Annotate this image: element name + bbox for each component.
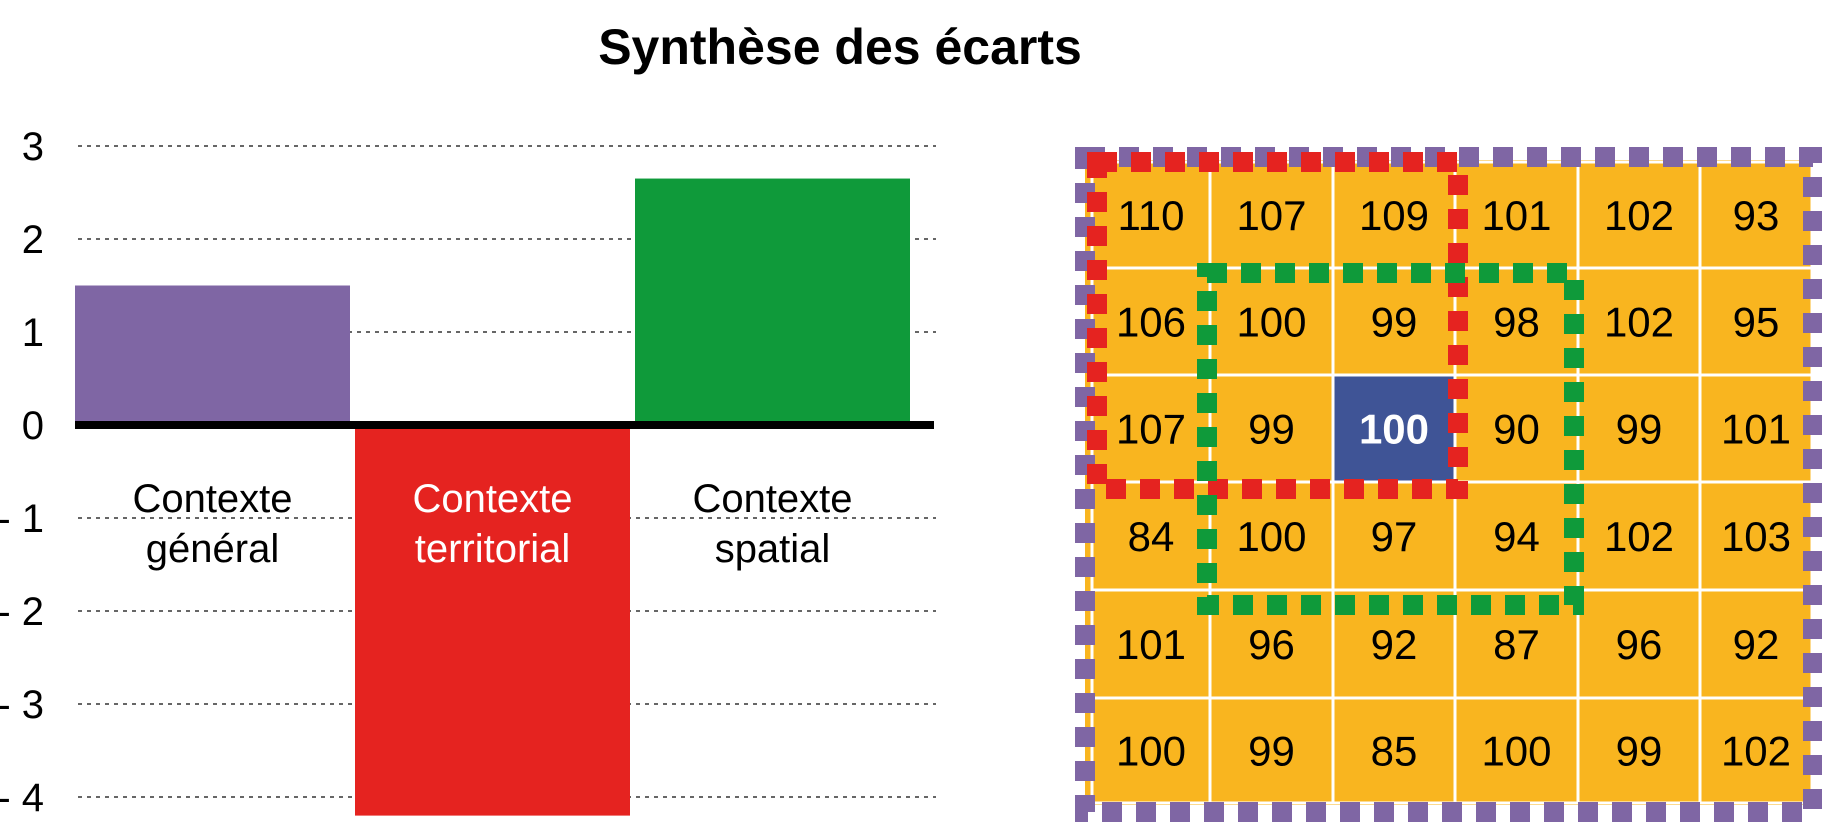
grid-cell-value: 99 <box>1616 728 1663 775</box>
grid-cell <box>1208 696 1335 805</box>
grid-cell <box>1331 696 1457 805</box>
bar-3 <box>635 178 910 425</box>
grid-cell-value: 96 <box>1248 621 1295 668</box>
grid-cell-value: 107 <box>1116 406 1186 453</box>
grid-cell-value: 101 <box>1481 192 1551 239</box>
grid-cell-value: 103 <box>1721 513 1791 560</box>
grid-cell-value: 99 <box>1616 406 1663 453</box>
grid-cell-value: 100 <box>1359 406 1429 453</box>
grid-cell <box>1208 480 1335 592</box>
grid-cell-value: 109 <box>1359 192 1429 239</box>
grid-cell <box>1698 480 1814 592</box>
category-label: Contexte territorial <box>412 477 572 571</box>
grid-cell <box>1090 588 1212 700</box>
category-label: Contexte général <box>132 477 292 571</box>
grid-cell-value: 92 <box>1733 621 1780 668</box>
chart-title: Synthèse des écarts <box>598 19 1082 75</box>
y-tick-label: - 2 <box>0 590 44 634</box>
grid-cell-value: 100 <box>1481 728 1551 775</box>
grid-cell-value: 98 <box>1493 299 1540 346</box>
y-tick-label: - 1 <box>0 497 44 541</box>
grid-cell-value: 102 <box>1604 192 1674 239</box>
grid-cell-value: 107 <box>1236 192 1306 239</box>
grid-cell <box>1331 373 1457 484</box>
y-tick-label: - 3 <box>0 683 44 727</box>
grid-cell <box>1090 266 1212 377</box>
grid-cell-value: 96 <box>1616 621 1663 668</box>
grid-cell-value: 100 <box>1236 513 1306 560</box>
grid-cell-value: 102 <box>1721 728 1791 775</box>
grid-cell-value: 85 <box>1371 728 1418 775</box>
grid-cell <box>1453 480 1580 592</box>
grid-cell-value: 102 <box>1604 513 1674 560</box>
grid-cell <box>1698 160 1814 270</box>
bar-1 <box>75 285 350 425</box>
grid-cell <box>1453 696 1580 805</box>
value-grid: 110 107 109 101 102 93 106 100 99 98 102 95 107 99 100… <box>1075 147 1822 822</box>
bar-chart: 3 2 1 0 - 1 - 2 - 3 - 4 Contexte général Contexte t… <box>0 125 936 820</box>
y-tick-label: 3 <box>22 125 44 169</box>
grid-cell-value: 102 <box>1604 299 1674 346</box>
grid-cell <box>1576 588 1702 700</box>
grid-cell-value: 94 <box>1493 513 1540 560</box>
grid-cell-value: 100 <box>1116 728 1186 775</box>
grid-cell-value: 84 <box>1128 513 1175 560</box>
grid-cell-value: 93 <box>1733 192 1780 239</box>
grid-cell-value: 101 <box>1116 621 1186 668</box>
grid-cell-value: 90 <box>1493 406 1540 453</box>
grid-cell-value: 92 <box>1371 621 1418 668</box>
grid-cell <box>1576 480 1702 592</box>
bar-2 <box>355 425 630 816</box>
grid-cell <box>1698 588 1814 700</box>
grid-cell-value: 95 <box>1733 299 1780 346</box>
grid-cell-value: 101 <box>1721 406 1791 453</box>
grid-cell-value: 87 <box>1493 621 1540 668</box>
grid-cell <box>1331 266 1457 377</box>
y-tick-label: 0 <box>22 404 44 448</box>
zone-outline-purple <box>1075 147 1822 822</box>
grid-cell-value: 97 <box>1371 513 1418 560</box>
grid-cell <box>1576 160 1702 270</box>
zone-outline-green <box>1197 263 1584 615</box>
y-tick-label: 2 <box>22 218 44 262</box>
grid-cell-value: 99 <box>1248 728 1295 775</box>
category-label: Contexte spatial <box>692 477 852 571</box>
grid-cell-value: 100 <box>1236 299 1306 346</box>
grid-cell-value: 106 <box>1116 299 1186 346</box>
zone-outline-red <box>1087 152 1468 499</box>
y-tick-label: 1 <box>22 311 44 355</box>
grid-cell-value: 99 <box>1248 406 1295 453</box>
y-tick-label: - 4 <box>0 776 44 820</box>
grid-cell-value: 110 <box>1118 192 1185 239</box>
grid-cell-value: 99 <box>1371 299 1418 346</box>
